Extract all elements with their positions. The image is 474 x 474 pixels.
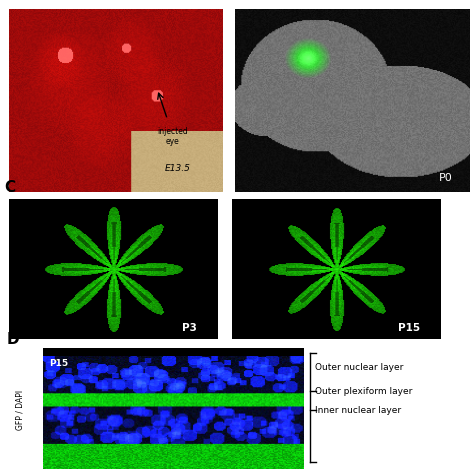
Text: C: C: [5, 180, 16, 195]
Text: Inner nuclear layer: Inner nuclear layer: [315, 406, 401, 414]
Text: GFP / DAPI: GFP / DAPI: [16, 390, 24, 430]
Text: Outer nuclear layer: Outer nuclear layer: [315, 363, 403, 372]
Text: P15: P15: [398, 323, 420, 333]
Text: Outer plexiform layer: Outer plexiform layer: [315, 387, 412, 395]
Text: P0: P0: [439, 173, 453, 183]
Text: P15: P15: [49, 359, 68, 368]
Text: P3: P3: [182, 323, 197, 333]
Text: injected
eye: injected eye: [157, 127, 188, 146]
Text: D: D: [7, 332, 20, 346]
Text: E13.5: E13.5: [164, 164, 191, 173]
